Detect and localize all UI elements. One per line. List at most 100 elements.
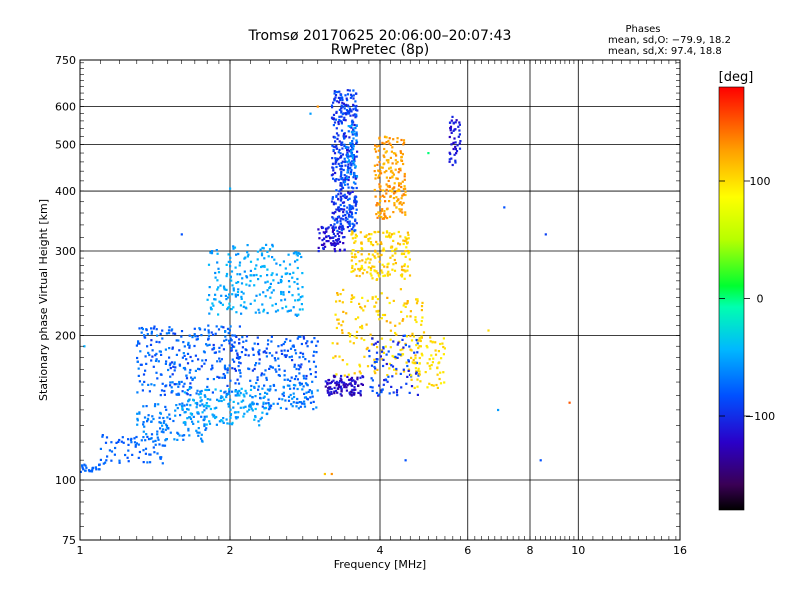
data-point <box>330 472 333 476</box>
data-point <box>161 462 164 465</box>
data-point <box>332 243 335 246</box>
data-point <box>258 311 261 314</box>
data-point <box>369 269 372 272</box>
data-point <box>420 323 423 326</box>
data-point <box>331 342 334 345</box>
data-point <box>219 284 222 287</box>
data-point <box>330 380 334 383</box>
data-point <box>220 325 223 328</box>
y-tick-label: 600 <box>55 101 76 114</box>
data-point <box>389 329 392 332</box>
data-point <box>295 253 298 256</box>
data-point <box>138 342 141 345</box>
data-point <box>340 155 343 158</box>
data-point <box>354 382 357 385</box>
data-point <box>341 147 344 150</box>
data-point <box>397 230 400 234</box>
data-point <box>313 337 316 340</box>
data-point <box>394 252 397 255</box>
data-point <box>169 381 172 384</box>
data-point <box>334 313 337 316</box>
data-point <box>158 341 161 344</box>
data-point <box>312 400 315 403</box>
data-point <box>376 340 379 343</box>
data-point <box>448 135 451 139</box>
data-point <box>438 377 441 381</box>
data-point <box>199 404 202 407</box>
data-point <box>288 290 291 294</box>
data-point <box>84 469 87 472</box>
data-point <box>323 472 326 476</box>
data-point <box>398 168 401 171</box>
data-point <box>414 354 417 357</box>
data-point <box>218 346 221 349</box>
data-point <box>269 388 272 391</box>
data-point <box>301 388 304 391</box>
data-point <box>294 352 298 355</box>
data-point <box>369 272 372 275</box>
data-point <box>184 368 187 371</box>
data-point <box>268 352 271 355</box>
data-point <box>335 132 339 135</box>
data-point <box>234 266 237 269</box>
data-point <box>378 318 381 321</box>
data-point <box>297 299 300 302</box>
data-point <box>257 350 260 353</box>
data-point <box>419 345 422 348</box>
data-point <box>248 405 251 408</box>
x-tick-labels: 1 2 4 6 8 10 16 <box>77 544 688 557</box>
data-point <box>152 365 155 368</box>
data-point <box>90 470 94 473</box>
data-point <box>82 468 85 471</box>
data-point <box>224 368 227 371</box>
data-point <box>377 274 380 277</box>
data-point <box>262 291 265 294</box>
data-point <box>337 387 340 390</box>
data-point <box>440 357 443 360</box>
data-point <box>105 459 108 462</box>
data-point <box>395 200 399 203</box>
data-point <box>388 362 391 365</box>
data-point <box>333 227 336 230</box>
data-point <box>352 342 355 345</box>
data-point <box>370 364 374 367</box>
data-point <box>416 393 419 396</box>
data-point <box>253 367 256 371</box>
data-point <box>292 401 295 404</box>
data-point <box>336 318 339 321</box>
data-point <box>353 241 356 244</box>
data-point <box>337 206 340 209</box>
data-point <box>230 343 234 346</box>
data-point <box>378 393 381 396</box>
data-point <box>368 261 371 264</box>
data-point <box>409 315 412 318</box>
data-point <box>400 386 403 389</box>
data-point <box>263 373 266 376</box>
data-point <box>350 151 354 154</box>
data-point <box>366 346 369 349</box>
data-point <box>380 391 383 394</box>
data-point <box>340 122 343 125</box>
data-point <box>155 340 158 343</box>
data-point <box>402 368 405 371</box>
data-point <box>265 402 268 405</box>
data-point <box>272 279 275 282</box>
y-tick-label: 75 <box>62 534 76 547</box>
data-point <box>349 166 352 169</box>
data-point <box>195 406 198 409</box>
data-point <box>296 258 299 262</box>
data-point <box>260 252 264 255</box>
data-point <box>201 403 204 406</box>
data-point <box>316 105 319 108</box>
data-point <box>335 373 338 376</box>
data-point <box>418 373 421 376</box>
data-point <box>275 351 278 354</box>
data-point <box>181 407 184 410</box>
data-point <box>200 399 203 402</box>
data-point <box>385 362 388 366</box>
data-point <box>287 253 290 256</box>
data-point <box>297 287 300 290</box>
data-point <box>94 466 97 469</box>
data-point <box>197 434 200 437</box>
data-point <box>341 329 344 332</box>
